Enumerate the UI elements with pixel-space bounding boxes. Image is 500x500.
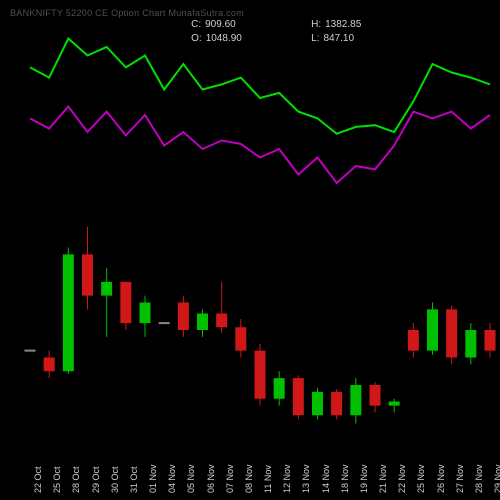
x-axis-label: 31 Oct — [129, 466, 139, 493]
candle-body — [389, 402, 400, 406]
candle-body — [178, 303, 189, 331]
x-axis-label: 22 Oct — [33, 466, 43, 493]
x-axis-label: 07 Nov — [225, 464, 235, 493]
x-axis-label: 08 Nov — [244, 464, 254, 493]
x-axis-label: 14 Nov — [321, 464, 331, 493]
x-axis-label: 22 Nov — [397, 464, 407, 493]
x-axis-label: 21 Nov — [378, 464, 388, 493]
candle-body — [427, 309, 438, 350]
candle-body — [274, 378, 285, 399]
x-axis-label: 25 Oct — [52, 466, 62, 493]
x-axis-label: 27 Nov — [455, 464, 465, 493]
x-axis-label: 05 Nov — [186, 464, 196, 493]
candle-body — [370, 385, 381, 406]
candle-body — [82, 254, 93, 295]
candle-body — [312, 392, 323, 415]
candle-body — [331, 392, 342, 415]
candle-body — [235, 327, 246, 350]
candle-body — [140, 303, 151, 324]
x-axis-label: 18 Nov — [340, 464, 350, 493]
x-axis-label: 25 Nov — [416, 464, 426, 493]
indicator-line-lower — [30, 107, 490, 184]
x-axis-label: 26 Nov — [436, 464, 446, 493]
candle-body — [25, 350, 36, 352]
x-axis-label: 30 Oct — [110, 466, 120, 493]
candle-body — [63, 254, 74, 371]
candle-body — [446, 309, 457, 357]
candle-body — [293, 378, 304, 415]
chart-svg — [0, 0, 500, 500]
candle-body — [485, 330, 496, 351]
x-axis-label: 29 Oct — [91, 466, 101, 493]
x-axis-label: 13 Nov — [301, 464, 311, 493]
x-axis-label: 06 Nov — [206, 464, 216, 493]
x-axis-label: 12 Nov — [282, 464, 292, 493]
candle-body — [101, 282, 112, 296]
chart-container: BANKNIFTY 52200 CE Option Chart MunafaSu… — [0, 0, 500, 500]
x-axis-label: 28 Nov — [474, 464, 484, 493]
candle-body — [197, 314, 208, 331]
candle-body — [120, 282, 131, 323]
x-axis-label: 19 Nov — [359, 464, 369, 493]
candle-body — [255, 351, 266, 399]
x-axis-label: 28 Oct — [71, 466, 81, 493]
candle-body — [216, 314, 227, 328]
candle-body — [465, 330, 476, 358]
x-axis-label: 01 Nov — [148, 464, 158, 493]
candle-body — [408, 330, 419, 351]
x-axis-label: 29 Nov — [493, 464, 500, 493]
candle-body — [350, 385, 361, 415]
candle-body — [44, 358, 55, 372]
candle-body — [159, 322, 170, 324]
x-axis-label: 04 Nov — [167, 464, 177, 493]
x-axis-label: 11 Nov — [263, 465, 273, 493]
